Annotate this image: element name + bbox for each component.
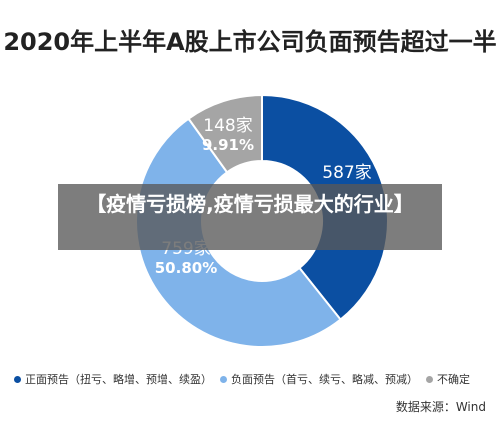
slice-percent-label: 50.80% (155, 259, 217, 277)
data-source: 数据来源：Wind (395, 400, 486, 414)
legend-dot-icon (14, 375, 21, 383)
legend-item: 负面预告（首亏、续亏、略减、预减） (220, 371, 418, 387)
legend-dot-icon (426, 375, 433, 383)
slice-percent-label: 9.91% (202, 136, 254, 154)
chart-legend: 正面预告（扭亏、略增、预增、续盈） 负面预告（首亏、续亏、略减、预减） 不确定 (14, 371, 494, 391)
overlay-banner: 【疫情亏损榜,疫情亏损最大的行业】 (58, 184, 442, 250)
slice-value-label: 148家 (203, 116, 252, 136)
legend-dot-icon (220, 375, 227, 383)
donut-slice (187, 93, 263, 174)
legend-label: 正面预告（扭亏、略增、预增、续盈） (25, 373, 212, 386)
legend-label: 负面预告（首亏、续亏、略减、预减） (231, 373, 418, 386)
donut-slice (134, 117, 342, 348)
legend-label: 不确定 (437, 373, 470, 386)
legend-item: 正面预告（扭亏、略增、预增、续盈） (14, 371, 212, 387)
legend-item: 不确定 (426, 371, 470, 387)
chart-title: 2020年上半年A股上市公司负面预告超过一半 (3, 28, 497, 56)
slice-value-label: 587家 (322, 163, 371, 183)
